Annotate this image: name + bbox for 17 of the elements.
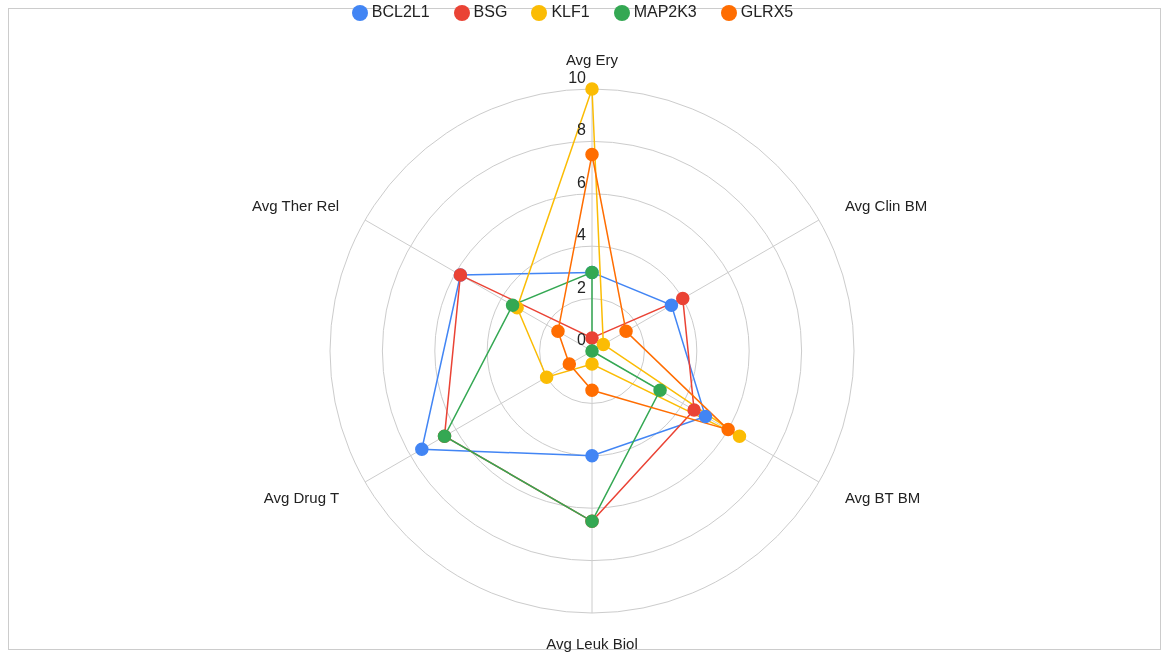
spoke-label: Avg Leuk Biol [546, 634, 638, 652]
spoke-label: Avg Drug T [263, 488, 340, 506]
spoke-label: Avg Clin BM [844, 196, 928, 214]
legend-label: MAP2K3 [633, 3, 697, 20]
legend-label: GLRX5 [740, 3, 794, 20]
y-tick-label: 6 [577, 173, 587, 191]
y-tick-label: 0 [577, 331, 587, 348]
legend-label: BSG [473, 3, 508, 20]
spoke-label: Avg BT BM [844, 488, 921, 506]
spoke-label: Avg Ery [565, 50, 619, 68]
legend-label: BCL2L1 [371, 3, 430, 20]
y-tick-label: 8 [577, 121, 587, 139]
y-tick-label: 4 [577, 226, 587, 244]
y-tick-label: 10 [568, 69, 587, 86]
legend-label: KLF1 [551, 3, 590, 20]
y-tick-label: 2 [577, 278, 587, 296]
spoke-label: Avg Ther Rel [252, 196, 340, 214]
